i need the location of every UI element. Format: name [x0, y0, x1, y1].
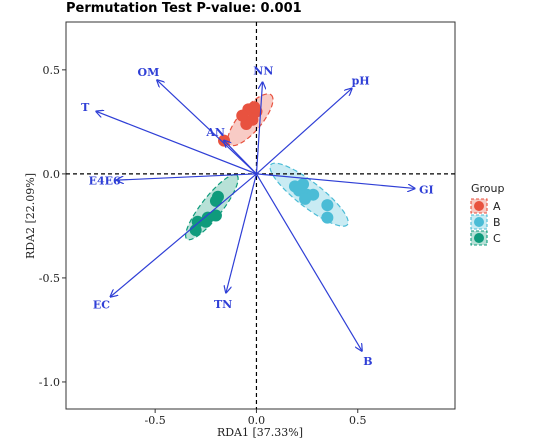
- point-group-b-6: [299, 192, 312, 205]
- x-tick-label-3: 0.5: [349, 414, 367, 427]
- arrow-label-tn: TN: [214, 298, 232, 311]
- arrow-label-gi: GI: [419, 184, 434, 197]
- legend-title: Group: [471, 182, 505, 195]
- point-group-b-3: [297, 178, 310, 191]
- y-tick-label-4: 0.5: [43, 64, 61, 77]
- legend-label-b: B: [493, 216, 501, 229]
- legend-marker-c: [474, 233, 484, 243]
- ticks-layer: -0.5 0.0 0.5 -1.0 -0.5 0.0 0.5: [39, 64, 367, 427]
- point-group-b-7: [321, 199, 334, 212]
- arrow-label-nn: NN: [253, 64, 273, 77]
- arrow-label-e4e6: E4E6: [89, 175, 121, 188]
- arrow-e4e6: [117, 173, 257, 180]
- legend-marker-a: [474, 201, 484, 211]
- legend-entries: ABC: [470, 198, 501, 246]
- legend-label-a: A: [493, 200, 501, 213]
- y-axis-label: RDA2 [22.09%]: [24, 173, 37, 259]
- arrow-label-ph: pH: [352, 75, 370, 88]
- arrow-b: [255, 173, 361, 351]
- x-tick-label-2: 0.0: [248, 414, 266, 427]
- point-group-a-7: [236, 109, 249, 122]
- reference-lines: [66, 22, 455, 409]
- arrow-nn: [255, 82, 262, 174]
- point-group-c-6: [209, 194, 222, 207]
- arrow-ec: [111, 173, 257, 297]
- legend-marker-b: [474, 217, 484, 227]
- x-tick-label-1: -0.5: [145, 414, 166, 427]
- y-tick-label-1: -1.0: [39, 376, 60, 389]
- legend: Group ABC: [470, 182, 505, 246]
- arrow-gi: [256, 173, 414, 189]
- legend-label-c: C: [493, 232, 501, 245]
- arrow-label-t: T: [81, 101, 90, 114]
- y-tick-label-2: -0.5: [39, 272, 60, 285]
- arrow-label-ec: EC: [93, 298, 110, 311]
- arrow-an: [224, 141, 257, 175]
- arrow-ph: [256, 89, 351, 175]
- y-tick-label-3: 0.0: [43, 168, 61, 181]
- arrow-t: [96, 111, 257, 175]
- point-group-a-6: [248, 101, 261, 114]
- plot-frame: [65, 21, 456, 410]
- point-group-c-4: [209, 209, 222, 222]
- arrow-tn: [226, 173, 258, 293]
- point-group-b-8: [321, 211, 334, 224]
- x-axis-label: RDA1 [37.33%]: [217, 426, 303, 439]
- point-group-c-7: [199, 215, 212, 228]
- arrow-label-an: AN: [205, 126, 225, 139]
- point-group-c-2: [189, 224, 202, 237]
- arrows-layer: NN pH OM T AN E4E6 GI EC TN B: [81, 64, 434, 368]
- arrow-label-om: OM: [138, 66, 160, 79]
- arrow-om: [157, 80, 257, 175]
- points-layer: [189, 101, 334, 237]
- chart-title: Permutation Test P-value: 0.001: [66, 1, 302, 16]
- arrow-label-b: B: [363, 355, 372, 368]
